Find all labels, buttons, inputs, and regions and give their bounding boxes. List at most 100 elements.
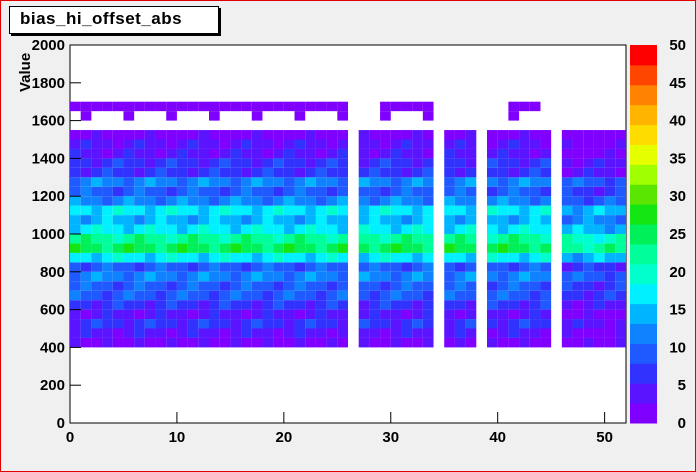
colorbar-tick-label: 0 (678, 415, 686, 432)
heatmap-cell (209, 243, 220, 253)
heatmap-cell (219, 271, 231, 282)
heatmap-cell (251, 319, 263, 329)
heatmap-cell (155, 205, 167, 216)
heatmap-cell (219, 130, 231, 140)
heatmap-cell (112, 148, 124, 159)
heatmap-cell (241, 300, 252, 310)
heatmap-cell (401, 158, 413, 168)
heatmap-cell (519, 139, 530, 149)
heatmap-cell (123, 243, 135, 253)
colorbar-swatch (630, 45, 657, 66)
heatmap-cell (487, 205, 498, 216)
heatmap-cell (262, 243, 274, 253)
heatmap-cell (91, 167, 103, 178)
heatmap-cell (198, 243, 209, 253)
heatmap-cell (422, 300, 434, 310)
heatmap-cell (369, 319, 381, 329)
heatmap-cell (187, 262, 199, 272)
heatmap-cell (519, 224, 530, 234)
heatmap-cell (508, 196, 520, 206)
heatmap-cell (294, 262, 306, 272)
heatmap-cell (369, 177, 381, 187)
heatmap-cell (241, 130, 252, 140)
heatmap-cell (144, 234, 156, 244)
heatmap-cell (187, 139, 199, 149)
heatmap-cell (401, 271, 413, 282)
heatmap-cell (273, 243, 284, 253)
heatmap-cell (401, 300, 413, 310)
heatmap-cell (123, 252, 135, 263)
heatmap-cell (198, 215, 209, 225)
heatmap-cell (241, 271, 252, 282)
heatmap-cell (241, 309, 252, 320)
heatmap-cell (209, 101, 220, 112)
heatmap-cell (283, 262, 295, 272)
heatmap-cell (305, 337, 316, 348)
heatmap-cell (561, 158, 573, 168)
heatmap-cell (112, 177, 124, 187)
heatmap-cell (273, 271, 284, 282)
heatmap-cell (219, 300, 231, 310)
heatmap-cell (219, 224, 231, 234)
heatmap-cell (144, 158, 156, 168)
heatmap-cell (337, 309, 348, 320)
heatmap-cell (241, 186, 252, 197)
heatmap-cell (134, 243, 145, 253)
heatmap-cell (123, 337, 135, 348)
heatmap-cell (369, 224, 381, 234)
heatmap-cell (604, 167, 616, 178)
heatmap-cell (465, 205, 477, 216)
heatmap-cell (123, 196, 135, 206)
heatmap-cell (80, 234, 92, 244)
y-tick-label: 1600 (32, 113, 65, 130)
heatmap-cell (337, 205, 348, 216)
heatmap-cell (230, 177, 242, 187)
heatmap-cell (176, 215, 188, 225)
heatmap-cell (219, 252, 231, 263)
heatmap-cell (444, 205, 455, 216)
heatmap-cell (123, 186, 135, 197)
heatmap-cell (337, 224, 348, 234)
heatmap-cell (144, 319, 156, 329)
colorbar-tick-label: 40 (669, 113, 686, 130)
heatmap-cell (369, 234, 381, 244)
heatmap-cell (412, 130, 423, 140)
heatmap-cell (176, 271, 188, 282)
heatmap-cell (102, 177, 113, 187)
heatmap-cell (390, 281, 402, 291)
heatmap-cell (262, 234, 274, 244)
heatmap-cell (91, 215, 103, 225)
heatmap-cell (508, 224, 520, 234)
heatmap-cell (91, 252, 103, 263)
heatmap-cell (176, 101, 188, 112)
heatmap-cell (540, 205, 552, 216)
heatmap-cell (369, 262, 381, 272)
heatmap-cell (80, 262, 92, 272)
heatmap-cell (262, 309, 274, 320)
heatmap-cell (144, 328, 156, 338)
heatmap-cell (144, 309, 156, 320)
heatmap-cell (519, 262, 530, 272)
heatmap-cell (615, 262, 626, 272)
heatmap-cell (497, 300, 509, 310)
heatmap-cell (241, 281, 252, 291)
heatmap-cell (198, 205, 209, 216)
heatmap-cell (358, 337, 370, 348)
heatmap-cell (251, 186, 263, 197)
heatmap-cell (465, 252, 477, 263)
heatmap-cell (593, 196, 605, 206)
heatmap-cell (251, 271, 263, 282)
heatmap-cell (604, 130, 616, 140)
heatmap-cell (422, 319, 434, 329)
heatmap-cell (487, 130, 498, 140)
heatmap-cell (123, 300, 135, 310)
heatmap-cell (412, 234, 423, 244)
heatmap-cell (422, 205, 434, 216)
heatmap-cell (112, 130, 124, 140)
heatmap-cell (326, 148, 338, 159)
heatmap-cell (583, 139, 594, 149)
heatmap-cell (454, 319, 466, 329)
heatmap-cell (604, 215, 616, 225)
heatmap-cell (487, 158, 498, 168)
heatmap-cell (593, 215, 605, 225)
